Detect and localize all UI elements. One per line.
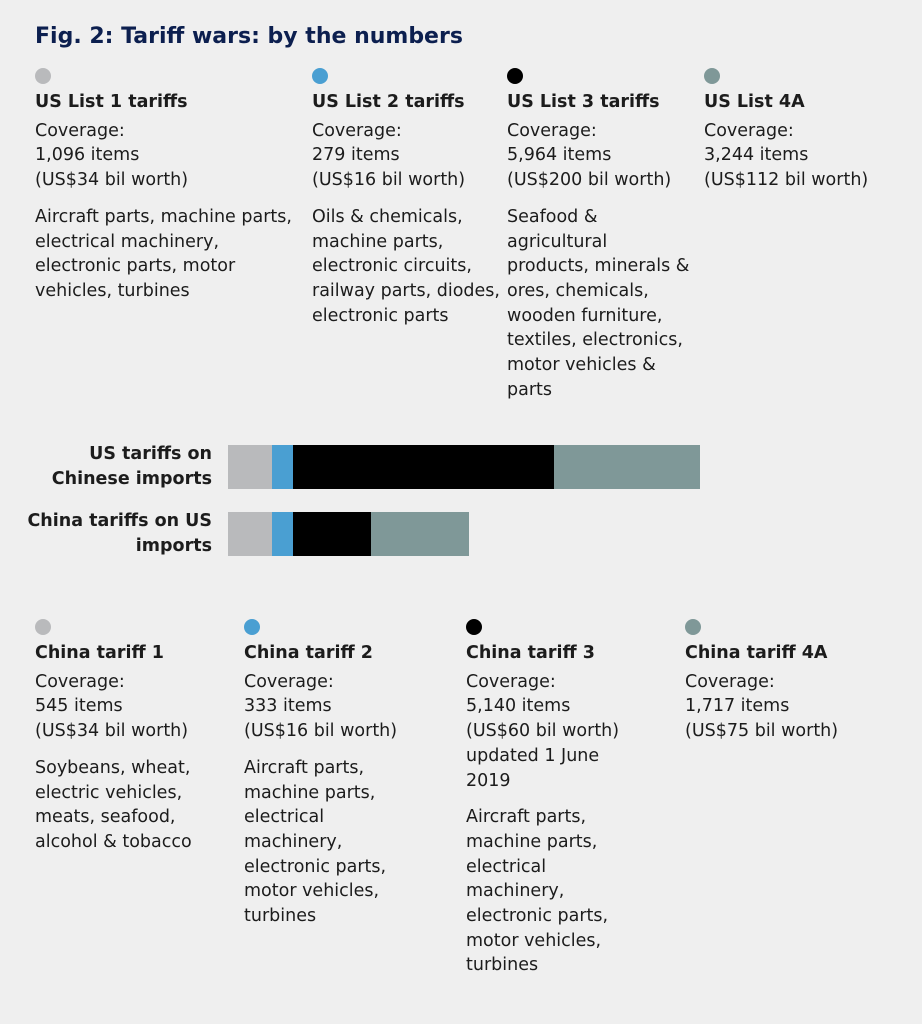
value-label: (US$16 bil worth) <box>244 721 398 742</box>
coverage-label: Coverage: <box>35 120 125 141</box>
bar-segment <box>272 512 294 556</box>
panel-title: US List 2 tariffs <box>312 92 465 112</box>
bar-segment <box>272 445 294 489</box>
panel-title: US List 1 tariffs <box>35 92 188 112</box>
legend-dot <box>704 68 720 84</box>
tariff-panel: US List 3 tariffs Coverage: 5,964 items (US… <box>507 68 692 402</box>
description: Aircraft parts, machine parts, electrica… <box>244 757 387 927</box>
coverage-label: Coverage: <box>507 120 597 141</box>
bar-segment <box>228 445 273 489</box>
coverage-label: Coverage: <box>312 120 402 141</box>
tariff-panel: China tariff 4A Coverage: 1,717 items (US$7… <box>685 619 870 744</box>
panel-title: China tariff 1 <box>35 643 164 663</box>
bar-segment <box>293 445 554 489</box>
coverage-label: Coverage: <box>244 671 334 692</box>
value-label: (US$16 bil worth) <box>312 170 466 191</box>
category-label: US tariffs on Chinese imports <box>51 444 212 489</box>
tariff-panel: US List 2 tariffs Coverage: 279 items (US$1… <box>312 68 502 328</box>
legend-dot <box>35 619 51 635</box>
legend-dot <box>244 619 260 635</box>
coverage-label: Coverage: <box>35 671 125 692</box>
note: updated 1 June 2019 <box>466 745 600 791</box>
description: Aircraft parts, machine parts, electrica… <box>35 206 292 301</box>
tariff-panel: China tariff 1 Coverage: 545 items (US$34 b… <box>35 619 215 855</box>
item-count: 5,140 items <box>466 696 571 717</box>
category-label: China tariffs on US imports <box>27 511 212 556</box>
tariff-panel: US List 1 tariffs Coverage: 1,096 items (US… <box>35 68 303 304</box>
panel-title: China tariff 3 <box>466 643 595 663</box>
bar-segment <box>371 512 470 556</box>
value-label: (US$200 bil worth) <box>507 170 672 191</box>
tariff-panel: China tariff 2 Coverage: 333 items (US$16 b… <box>244 619 419 929</box>
bar-segment <box>228 512 273 556</box>
legend-dot <box>312 68 328 84</box>
legend-dot <box>507 68 523 84</box>
legend-dot <box>466 619 482 635</box>
panel-title: US List 4A <box>704 92 805 112</box>
description: Oils & chemicals, machine parts, electro… <box>312 206 500 326</box>
stacked-bar <box>228 445 700 489</box>
value-label: (US$34 bil worth) <box>35 721 189 742</box>
stacked-bar <box>228 512 470 556</box>
coverage-label: Coverage: <box>466 671 556 692</box>
value-label: (US$75 bil worth) <box>685 721 839 742</box>
tariff-panel: US List 4A Coverage: 3,244 items (US$112 bi… <box>704 68 889 193</box>
legend-dot <box>35 68 51 84</box>
item-count: 3,244 items <box>704 145 809 166</box>
item-count: 5,964 items <box>507 145 612 166</box>
description: Soybeans, wheat, electric vehicles, meat… <box>35 757 192 852</box>
item-count: 545 items <box>35 696 123 717</box>
description: Aircraft parts, machine parts, electrica… <box>466 807 609 976</box>
item-count: 1,096 items <box>35 145 140 166</box>
bar-segment <box>293 512 372 556</box>
coverage-label: Coverage: <box>685 671 775 692</box>
value-label: (US$60 bil worth) <box>466 721 620 742</box>
bar-segment <box>553 445 700 489</box>
tariff-panel: China tariff 3 Coverage: 5,140 items (US$60… <box>466 619 631 978</box>
panel-title: US List 3 tariffs <box>507 92 660 112</box>
description: Seafood & agricultural products, mineral… <box>507 206 690 400</box>
panel-title: China tariff 2 <box>244 643 373 663</box>
value-label: (US$112 bil worth) <box>704 170 869 191</box>
panel-title: China tariff 4A <box>685 643 828 663</box>
item-count: 333 items <box>244 696 332 717</box>
coverage-label: Coverage: <box>704 120 794 141</box>
item-count: 279 items <box>312 145 400 166</box>
item-count: 1,717 items <box>685 696 790 717</box>
legend-dot <box>685 619 701 635</box>
chart-title: Fig. 2: Tariff wars: by the numbers <box>35 24 463 49</box>
value-label: (US$34 bil worth) <box>35 170 189 191</box>
